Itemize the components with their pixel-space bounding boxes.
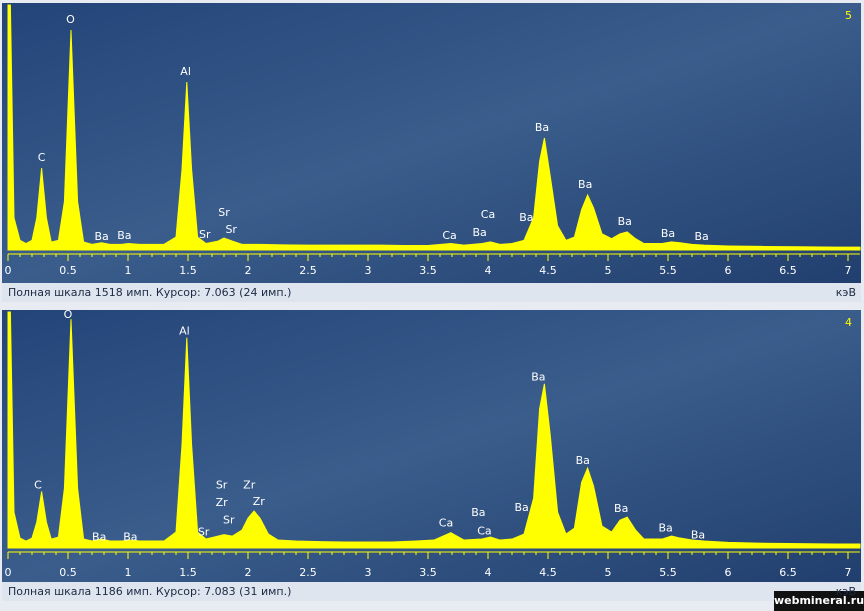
peak-label: Ba bbox=[578, 178, 592, 191]
peak-label: Zr bbox=[253, 495, 266, 508]
x-tick-label: 6 bbox=[725, 264, 732, 277]
panel-background bbox=[2, 3, 861, 283]
x-tick-label: 5 bbox=[605, 264, 612, 277]
peak-label: Ba bbox=[94, 230, 108, 243]
peak-label: Ba bbox=[576, 454, 590, 467]
peak-label: O bbox=[66, 13, 75, 26]
x-tick-label: 4 bbox=[485, 566, 492, 579]
x-tick-label: 2 bbox=[245, 264, 252, 277]
x-tick-label: 2.5 bbox=[299, 566, 317, 579]
footer-status: Полная шкала 1518 имп. Курсор: 7.063 (24… bbox=[8, 286, 291, 299]
x-tick-label: 5.5 bbox=[659, 566, 677, 579]
peak-label: Ca bbox=[439, 516, 453, 529]
peak-label: Ba bbox=[514, 501, 528, 514]
x-tick-label: 7 bbox=[845, 566, 852, 579]
panel-number: 4 bbox=[845, 316, 852, 329]
peak-label: Ba bbox=[661, 227, 675, 240]
x-tick-label: 6 bbox=[725, 566, 732, 579]
panel-number: 5 bbox=[845, 9, 852, 22]
peak-label: Ba bbox=[519, 211, 533, 224]
peak-label: Al bbox=[179, 325, 190, 338]
peak-label: Ba bbox=[694, 230, 708, 243]
footer-status: Полная шкала 1186 имп. Курсор: 7.083 (31… bbox=[8, 585, 291, 598]
x-tick-label: 3.5 bbox=[419, 566, 437, 579]
x-tick-label: 3 bbox=[365, 264, 372, 277]
peak-label: Sr bbox=[198, 526, 210, 539]
peak-label: Ba bbox=[531, 371, 545, 384]
spectrum bbox=[7, 311, 861, 549]
x-tick-label: 4.5 bbox=[539, 566, 557, 579]
x-tick-label: 5.5 bbox=[659, 264, 677, 277]
peak-label: Zr bbox=[243, 478, 256, 491]
peak-label: Sr bbox=[199, 228, 211, 241]
peak-label: O bbox=[64, 308, 73, 321]
peak-label: C bbox=[38, 151, 46, 164]
peak-label: Sr bbox=[218, 206, 230, 219]
x-tick-label: 4.5 bbox=[539, 264, 557, 277]
spectrum bbox=[7, 4, 861, 251]
peak-label: Ba bbox=[614, 502, 628, 515]
x-tick-label: 5 bbox=[605, 566, 612, 579]
peak-label: Sr bbox=[223, 513, 235, 526]
x-tick-label: 2.5 bbox=[299, 264, 317, 277]
peak-label: Ba bbox=[92, 531, 106, 544]
peak-label: Ba bbox=[618, 215, 632, 228]
peak-label: Ba bbox=[535, 121, 549, 134]
peak-label: Zr bbox=[216, 496, 229, 509]
x-tick-label: 7 bbox=[845, 264, 852, 277]
peak-label: Ba bbox=[658, 521, 672, 534]
x-tick-label: 3 bbox=[365, 566, 372, 579]
x-tick-label: 6.5 bbox=[779, 566, 797, 579]
x-tick-label: 1.5 bbox=[179, 566, 197, 579]
x-unit: кэВ bbox=[836, 585, 856, 598]
x-tick-label: 1.5 bbox=[179, 264, 197, 277]
x-unit: кэВ bbox=[836, 286, 856, 299]
footer-strip bbox=[2, 283, 861, 302]
peak-label: Al bbox=[180, 65, 191, 78]
peak-label: Sr bbox=[225, 223, 237, 236]
x-tick-label: 2 bbox=[245, 566, 252, 579]
peak-label: Ba bbox=[472, 226, 486, 239]
peak-label: Ca bbox=[477, 524, 491, 537]
x-tick-label: 6.5 bbox=[779, 264, 797, 277]
footer-strip bbox=[2, 582, 861, 601]
watermark-box bbox=[774, 591, 864, 611]
x-tick-label: 3.5 bbox=[419, 264, 437, 277]
x-tick-label: 1 bbox=[125, 566, 132, 579]
peak-label: Ba bbox=[117, 229, 131, 242]
x-tick-label: 1 bbox=[125, 264, 132, 277]
peak-label: Ba bbox=[123, 531, 137, 544]
x-tick-label: 0.5 bbox=[59, 566, 77, 579]
peak-label: Sr bbox=[216, 478, 228, 491]
x-tick-label: 0 bbox=[5, 264, 12, 277]
x-tick-label: 0 bbox=[5, 566, 12, 579]
watermark: webmineral.ru bbox=[774, 594, 864, 607]
x-tick-label: 4 bbox=[485, 264, 492, 277]
panel-background bbox=[2, 310, 861, 582]
peak-label: Ca bbox=[481, 208, 495, 221]
peak-label: Ca bbox=[442, 229, 456, 242]
peak-label: C bbox=[34, 478, 42, 491]
x-tick-label: 0.5 bbox=[59, 264, 77, 277]
peak-label: Ba bbox=[471, 506, 485, 519]
peak-label: Ba bbox=[691, 529, 705, 542]
